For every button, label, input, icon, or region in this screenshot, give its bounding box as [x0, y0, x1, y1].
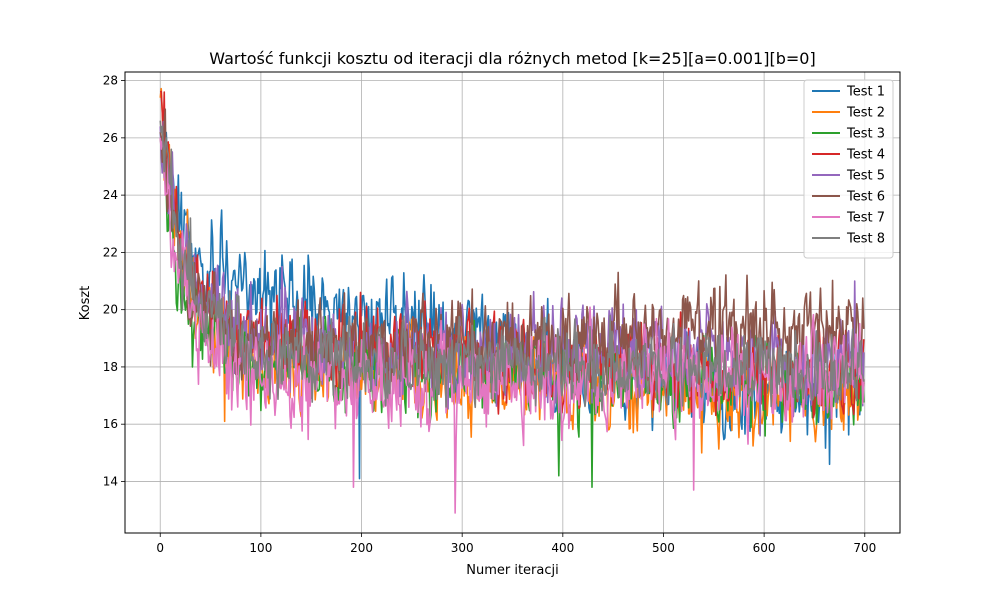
- x-tick-label: 0: [156, 541, 164, 555]
- legend-label: Test 7: [846, 211, 885, 226]
- series-line-test-8: [159, 120, 865, 412]
- legend: Test 1 Test 2 Test 3 Test 4 Test 5 Test 6 Test…: [803, 79, 894, 259]
- legend-label: Test 6: [846, 190, 885, 205]
- legend-box: [803, 79, 894, 259]
- y-tick-label: 18: [103, 360, 118, 374]
- x-tick-label: 300: [451, 541, 474, 555]
- series-lines: [159, 87, 865, 514]
- x-tick-label: 100: [249, 541, 272, 555]
- x-tick-label: 400: [551, 541, 574, 555]
- x-tick-label: 700: [853, 541, 876, 555]
- y-axis-label: Koszt: [78, 286, 93, 321]
- y-axis-ticks: 14 16 18 20 22 24 26 28: [103, 74, 125, 488]
- legend-label: Test 8: [846, 232, 885, 247]
- legend-label: Test 5: [846, 169, 885, 184]
- legend-label: Test 3: [846, 127, 885, 142]
- y-tick-label: 26: [103, 131, 118, 145]
- legend-label: Test 4: [846, 148, 885, 163]
- y-tick-label: 20: [103, 303, 118, 317]
- x-axis-label: Numer iteracji: [466, 563, 559, 578]
- y-tick-label: 28: [103, 74, 118, 88]
- chart-title: Wartość funkcji kosztu od iteracji dla r…: [209, 49, 815, 68]
- y-tick-label: 14: [103, 474, 118, 488]
- x-tick-label: 200: [350, 541, 373, 555]
- y-tick-label: 22: [103, 245, 118, 259]
- legend-label: Test 2: [846, 106, 885, 121]
- x-tick-label: 500: [652, 541, 675, 555]
- y-tick-label: 16: [103, 417, 118, 431]
- x-axis-ticks: 0 100 200 300 400 500 600 700: [156, 533, 876, 555]
- series-line-test-7: [159, 137, 865, 514]
- x-tick-label: 600: [753, 541, 776, 555]
- plot-frame: [124, 71, 901, 534]
- y-tick-label: 24: [103, 188, 118, 202]
- legend-label: Test 1: [846, 85, 885, 100]
